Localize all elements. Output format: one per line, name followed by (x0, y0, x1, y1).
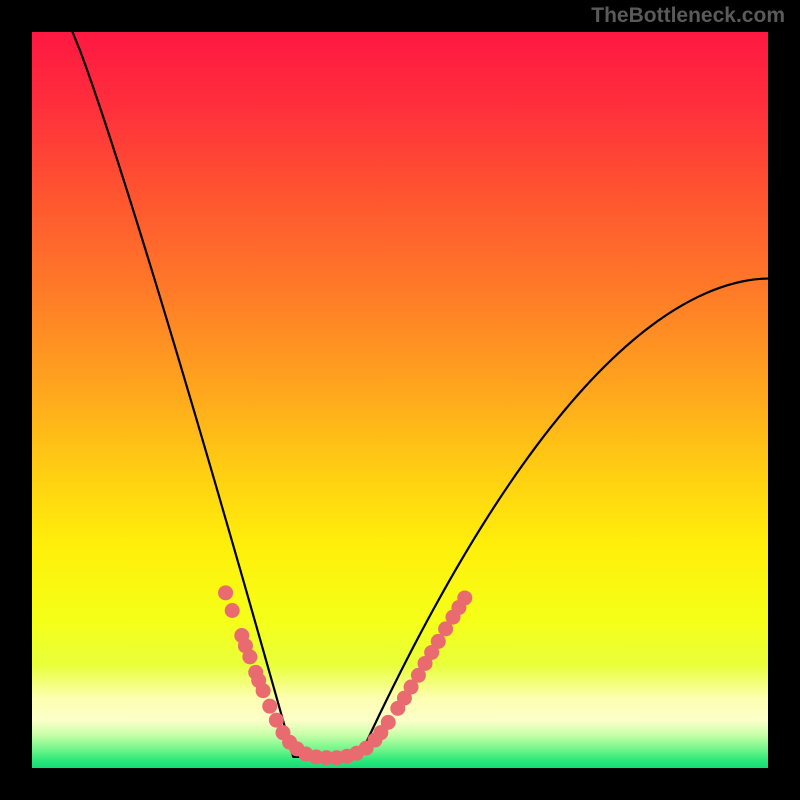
data-marker (381, 715, 396, 730)
data-marker (457, 590, 472, 605)
data-marker (242, 649, 257, 664)
data-marker (262, 699, 277, 714)
data-marker (218, 585, 233, 600)
data-marker (431, 634, 446, 649)
data-marker (256, 683, 271, 698)
plot-area (32, 32, 768, 768)
watermark-text: TheBottleneck.com (591, 4, 785, 27)
data-marker (225, 603, 240, 618)
